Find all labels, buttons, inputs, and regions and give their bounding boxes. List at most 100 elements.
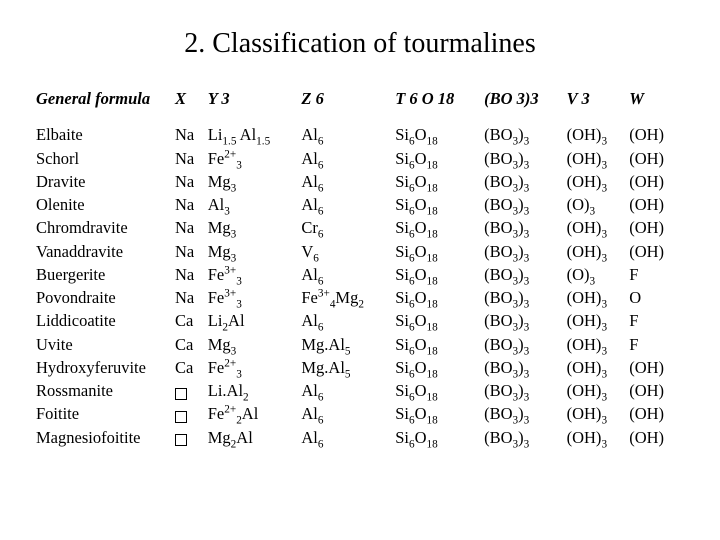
cell-Y3: Mg3 [208,334,302,357]
cell-W: (OH) [629,357,684,380]
vacancy-icon [175,411,187,423]
cell-BO3_3: (BO3)3 [484,403,566,426]
cell-BO3_3: (BO3)3 [484,217,566,240]
cell-name: Buergerite [36,264,175,287]
table-row: LiddicoatiteCaLi2AlAl6Si6O18(BO3)3(OH)3F [36,310,684,333]
vacancy-icon [175,388,187,400]
cell-T6O18: Si6O18 [395,148,484,171]
cell-BO3_3: (BO3)3 [484,241,566,264]
table-row: PovondraiteNaFe3+3Fe3+4Mg2Si6O18(BO3)3(O… [36,287,684,310]
table-header-row: General formulaXY 3Z 6T 6 O 18(BO 3)3V 3… [36,88,684,124]
cell-name: Dravite [36,171,175,194]
cell-name: Foitite [36,403,175,426]
cell-Z6: Al6 [301,124,395,147]
column-header-Z6: Z 6 [301,88,395,124]
cell-W: (OH) [629,171,684,194]
cell-Y3: Fe2+3 [208,357,302,380]
cell-V3: (OH)3 [567,287,630,310]
cell-X [175,427,208,450]
table-row: ChromdraviteNaMg3Cr6Si6O18(BO3)3(OH)3(OH… [36,217,684,240]
cell-Z6: Mg.Al5 [301,334,395,357]
cell-X: Na [175,287,208,310]
cell-W: (OH) [629,427,684,450]
column-header-BO3_3: (BO 3)3 [484,88,566,124]
table-body: ElbaiteNaLi1.5 Al1.5Al6Si6O18(BO3)3(OH)3… [36,124,684,450]
cell-X: Ca [175,357,208,380]
cell-T6O18: Si6O18 [395,217,484,240]
cell-name: Elbaite [36,124,175,147]
column-header-name: General formula [36,88,175,124]
column-header-T6O18: T 6 O 18 [395,88,484,124]
cell-Y3: Li2Al [208,310,302,333]
cell-V3: (OH)3 [567,171,630,194]
cell-Y3: Mg3 [208,217,302,240]
cell-Z6: Al6 [301,264,395,287]
column-header-Y3: Y 3 [208,88,302,124]
cell-W: (OH) [629,403,684,426]
cell-V3: (OH)3 [567,334,630,357]
cell-name: Chromdravite [36,217,175,240]
cell-BO3_3: (BO3)3 [484,287,566,310]
cell-W: (OH) [629,380,684,403]
table-row: ElbaiteNaLi1.5 Al1.5Al6Si6O18(BO3)3(OH)3… [36,124,684,147]
cell-Z6: Al6 [301,310,395,333]
cell-Z6: Al6 [301,403,395,426]
cell-W: F [629,264,684,287]
cell-Y3: Li1.5 Al1.5 [208,124,302,147]
cell-BO3_3: (BO3)3 [484,194,566,217]
cell-V3: (OH)3 [567,217,630,240]
cell-X: Na [175,171,208,194]
page-title: 2. Classification of tourmalines [36,28,684,60]
cell-T6O18: Si6O18 [395,124,484,147]
cell-Z6: Fe3+4Mg2 [301,287,395,310]
cell-Z6: Al6 [301,427,395,450]
cell-name: Magnesiofoitite [36,427,175,450]
cell-W: (OH) [629,241,684,264]
cell-X: Ca [175,334,208,357]
cell-V3: (OH)3 [567,380,630,403]
cell-V3: (OH)3 [567,241,630,264]
table-row: RossmaniteLi.Al2Al6Si6O18(BO3)3(OH)3(OH) [36,380,684,403]
column-header-W: W [629,88,684,124]
cell-X: Na [175,217,208,240]
cell-T6O18: Si6O18 [395,334,484,357]
cell-Y3: Mg3 [208,171,302,194]
column-header-X: X [175,88,208,124]
cell-W: F [629,334,684,357]
cell-Z6: V6 [301,241,395,264]
cell-X [175,403,208,426]
cell-BO3_3: (BO3)3 [484,357,566,380]
cell-Y3: Fe3+3 [208,264,302,287]
cell-T6O18: Si6O18 [395,310,484,333]
cell-W: (OH) [629,194,684,217]
cell-X [175,380,208,403]
cell-Y3: Mg2Al [208,427,302,450]
cell-V3: (OH)3 [567,403,630,426]
cell-V3: (O)3 [567,264,630,287]
cell-name: Hydroxyferuvite [36,357,175,380]
cell-X: Ca [175,310,208,333]
cell-T6O18: Si6O18 [395,380,484,403]
cell-T6O18: Si6O18 [395,264,484,287]
cell-BO3_3: (BO3)3 [484,427,566,450]
cell-X: Na [175,264,208,287]
cell-Y3: Fe2+3 [208,148,302,171]
cell-name: Uvite [36,334,175,357]
cell-name: Schorl [36,148,175,171]
cell-V3: (OH)3 [567,357,630,380]
cell-Y3: Li.Al2 [208,380,302,403]
cell-V3: (OH)3 [567,427,630,450]
table-row: BuergeriteNaFe3+3Al6Si6O18(BO3)3(O)3F [36,264,684,287]
vacancy-icon [175,434,187,446]
cell-BO3_3: (BO3)3 [484,171,566,194]
cell-Y3: Al3 [208,194,302,217]
cell-T6O18: Si6O18 [395,357,484,380]
cell-T6O18: Si6O18 [395,427,484,450]
table-row: DraviteNaMg3Al6Si6O18(BO3)3(OH)3(OH) [36,171,684,194]
cell-T6O18: Si6O18 [395,403,484,426]
table-row: OleniteNaAl3Al6Si6O18(BO3)3(O)3(OH) [36,194,684,217]
cell-Y3: Fe3+3 [208,287,302,310]
cell-W: (OH) [629,217,684,240]
cell-V3: (OH)3 [567,124,630,147]
cell-name: Rossmanite [36,380,175,403]
